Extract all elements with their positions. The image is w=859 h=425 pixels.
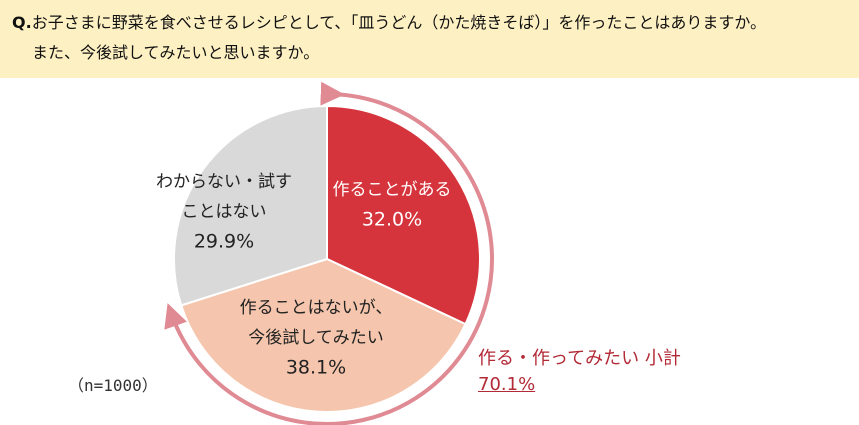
subtotal-arc-arrow [164, 81, 494, 425]
slice-value-label: 32.0% [362, 209, 422, 231]
sample-size-label: （n=1000） [68, 376, 158, 395]
question-text-1: お子さまに野菜を食べさせるレシピとして、「皿うどん（かた焼きそば）」を作ったこと… [31, 13, 767, 32]
slice-label: ことはない [182, 202, 267, 222]
slice-label: 今後試してみたい [248, 328, 384, 348]
slice-value-label: 38.1% [286, 357, 346, 379]
pie-slice [326, 104, 481, 326]
question-line-2: また、今後試してみたいと思いますか。 [32, 43, 320, 62]
subtotal-value: 70.1% [478, 374, 536, 395]
slice-label: 作ることがある [333, 180, 452, 200]
question-line-1: Q.お子さまに野菜を食べさせるレシピとして、「皿うどん（かた焼きそば）」を作った… [12, 8, 845, 38]
slice-label: 作ることはないが、 [240, 298, 393, 318]
subtotal-label: 作る・作ってみたい 小計 [478, 348, 681, 369]
subtotal-callout: 作る・作ってみたい 小計 70.1% [478, 346, 681, 398]
slice-label: わからない・試す [156, 172, 292, 192]
question-box: Q.お子さまに野菜を食べさせるレシピとして、「皿うどん（かた焼きそば）」を作った… [0, 0, 859, 78]
question-prefix: Q. [12, 13, 32, 32]
slice-value-label: 29.9% [194, 231, 254, 253]
